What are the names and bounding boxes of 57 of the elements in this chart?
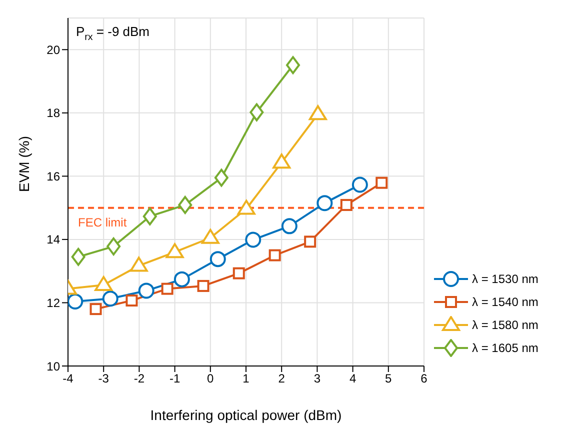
x-axis-title: Interfering optical power (dBm) [150,407,342,423]
point [286,56,300,74]
x-tick-label: 0 [207,372,214,386]
y-tick-label: 12 [46,296,60,310]
legend-label: λ = 1540 nm [472,294,538,308]
point [237,200,256,215]
point [71,248,86,266]
x-tick-label: 4 [349,372,356,386]
x-tick-label: 5 [385,372,392,386]
point [138,282,154,299]
y-tick-label: 10 [46,359,60,374]
x-tick-label: -4 [62,372,74,386]
point [376,176,388,189]
point [166,243,184,258]
point [174,271,190,288]
point [250,103,264,122]
y-tick-label: 18 [46,106,60,120]
x-tick-label: -3 [98,372,110,386]
x-tick-label: -2 [134,372,145,386]
point [197,280,210,292]
point [245,232,262,248]
legend-label: λ = 1530 nm [472,272,538,286]
x-tick-label: 6 [420,372,428,386]
point [316,195,333,212]
point [210,251,226,268]
point [130,256,148,272]
x-tick-label: 3 [314,372,321,386]
legend-label: λ = 1580 nm [472,318,538,332]
x-tick-label: 2 [278,372,286,386]
ref-line-label: FEC limit [78,215,128,230]
y-tick-label: 20 [46,42,60,57]
y-axis-title: EVM (%) [16,136,32,192]
point [304,236,316,248]
point [90,303,102,316]
point [142,207,157,226]
legend-label: λ = 1605 nm [472,340,538,354]
point [268,249,281,262]
y-tick-label: 16 [46,169,60,184]
point [201,228,220,244]
point [232,267,245,280]
point [106,237,121,256]
x-tick-label: 1 [242,372,250,386]
point [161,282,174,295]
point [340,198,352,211]
point [178,196,192,214]
point [272,154,291,169]
point [94,276,113,292]
point [126,294,138,307]
x-tick-label: -1 [169,372,180,386]
point [214,168,228,187]
annotation: P$_{rx}$ = -9 dBm [76,24,150,42]
point [352,176,368,193]
point [281,218,298,234]
y-tick-label: 14 [46,232,60,247]
point [102,290,118,307]
point [308,105,327,120]
point [68,293,84,310]
